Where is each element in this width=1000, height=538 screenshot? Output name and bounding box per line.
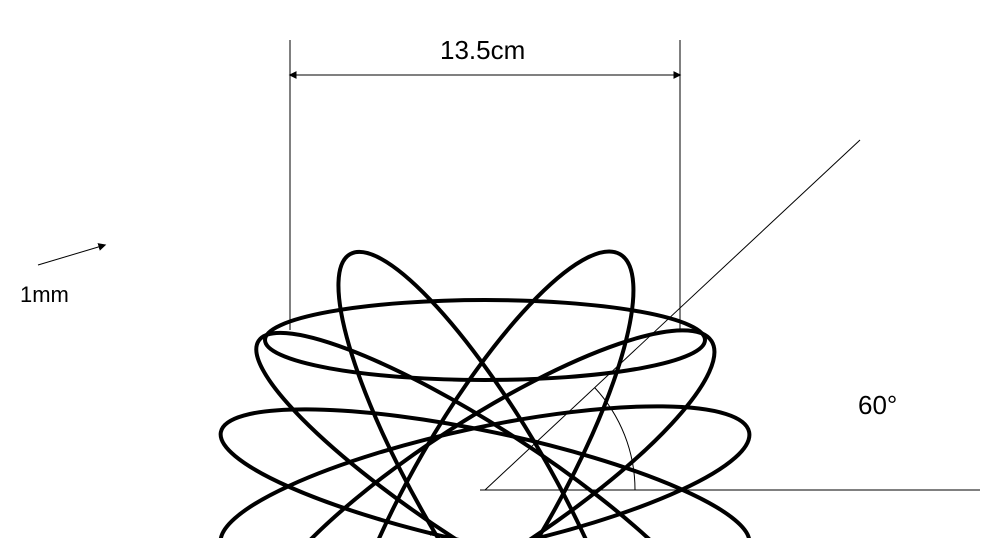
diagram-stage: 13.5cm 1mm 60° — [0, 0, 1000, 538]
petal-ellipse — [209, 377, 761, 538]
petal-ellipse — [208, 373, 761, 538]
angle-line — [485, 140, 860, 490]
dimension-thickness-label: 1mm — [20, 282, 69, 308]
angle-label: 60° — [858, 390, 897, 421]
dimension-width-label: 13.5cm — [440, 35, 525, 66]
thickness-arrow — [38, 245, 105, 265]
diagram-svg — [0, 0, 1000, 538]
petal-ellipse — [227, 292, 744, 538]
